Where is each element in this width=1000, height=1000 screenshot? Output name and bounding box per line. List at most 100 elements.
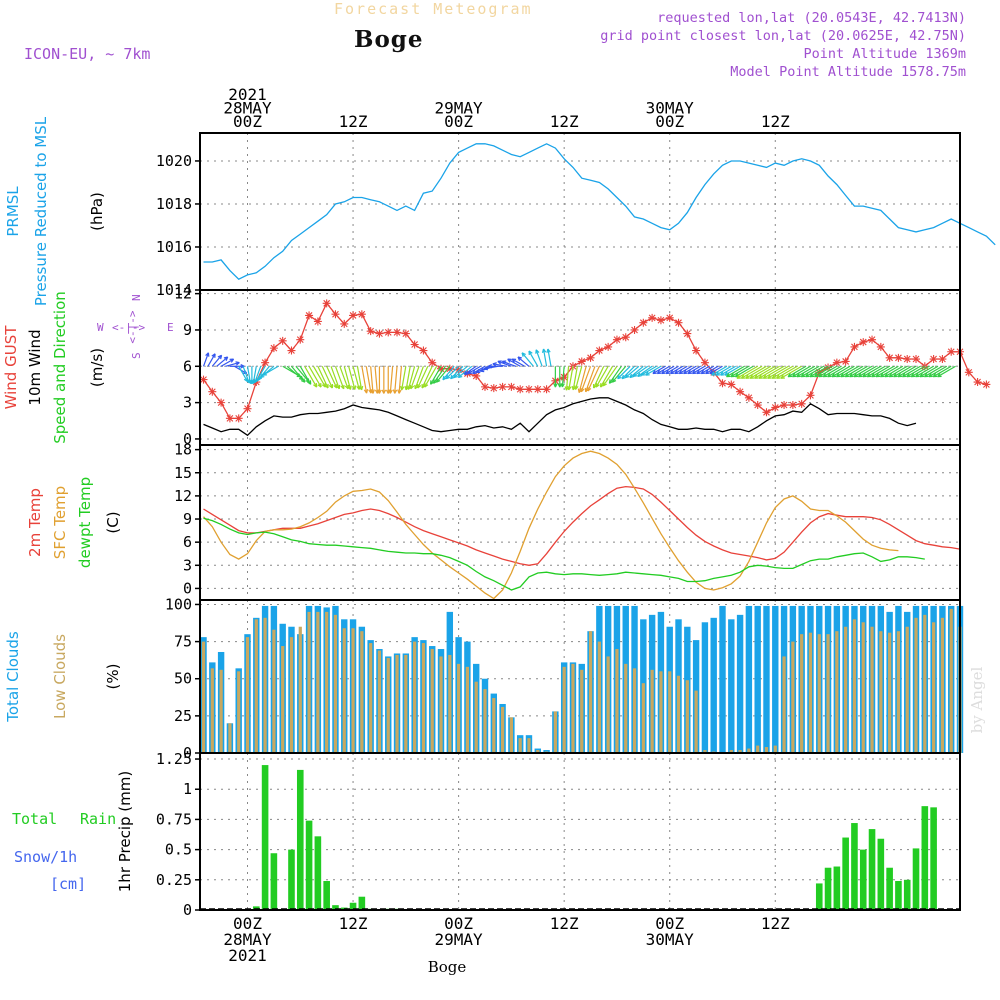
wind-arrow bbox=[220, 358, 234, 367]
wind-arrow bbox=[758, 365, 780, 379]
wind-arrow-head bbox=[822, 373, 828, 378]
wind-arrow bbox=[547, 348, 552, 367]
wind-arrow bbox=[866, 365, 886, 378]
low-clouds-bar bbox=[597, 641, 601, 753]
low-clouds-bar bbox=[896, 631, 901, 753]
low-clouds-bar bbox=[465, 666, 470, 753]
low-clouds-bar bbox=[430, 649, 434, 753]
wind-arrow-head bbox=[223, 356, 229, 361]
wind-arrow-head bbox=[871, 373, 876, 378]
wind-arrow bbox=[862, 365, 882, 378]
wind-arrow bbox=[430, 365, 442, 385]
gust-marker bbox=[876, 342, 885, 351]
requested-coords: requested lon,lat (20.0543E, 42.7413N) bbox=[657, 10, 966, 26]
gust-marker bbox=[577, 357, 586, 366]
wind-arrow-head bbox=[637, 372, 642, 377]
time-label-bottom: 00Z bbox=[233, 914, 262, 933]
wind-arrow bbox=[401, 366, 407, 391]
gust-marker bbox=[894, 353, 903, 362]
wind-arrow bbox=[304, 365, 318, 388]
wind-arrow bbox=[587, 366, 600, 392]
panel-wind: 0 3 6 9 12 Wind GUST 10m Wind Speed and Directi… bbox=[2, 285, 991, 448]
gust-marker bbox=[524, 385, 533, 394]
wind-arrow-head bbox=[720, 371, 725, 376]
low-clouds-bar bbox=[580, 669, 584, 753]
y-tick-label: 0 bbox=[183, 579, 192, 597]
low-clouds-bar bbox=[879, 631, 883, 753]
wind-arrow-head bbox=[652, 369, 657, 375]
wind-arrow bbox=[308, 365, 322, 388]
wind-arrow-head bbox=[611, 378, 617, 383]
wind-arrow bbox=[700, 365, 715, 375]
y-tick-label: 0.5 bbox=[165, 841, 192, 859]
wind-arrow-head bbox=[700, 369, 706, 375]
wind-arrow bbox=[749, 365, 772, 379]
wind-arrow bbox=[421, 366, 433, 389]
wind-arrow bbox=[762, 365, 785, 379]
wind-arrow-head bbox=[567, 385, 572, 391]
y-tick-label: 6 bbox=[183, 533, 192, 551]
low-clouds-bar bbox=[940, 617, 945, 753]
wind-arrow-head bbox=[715, 371, 721, 376]
wind-arrow bbox=[608, 365, 622, 384]
low-clouds-bar bbox=[298, 626, 302, 753]
low-clouds-bar bbox=[421, 643, 426, 753]
time-label-bottom: 29MAY bbox=[435, 930, 484, 949]
wind-arrow-head bbox=[906, 373, 911, 378]
panel-frame bbox=[199, 132, 961, 291]
wind-arrow-head bbox=[844, 373, 850, 378]
wind-arrow bbox=[937, 365, 956, 378]
wind-arrow bbox=[726, 365, 745, 378]
wind-arrow-head bbox=[475, 368, 481, 373]
time-label-top: 12Z bbox=[550, 112, 579, 131]
wind-arrow-head bbox=[919, 373, 925, 378]
wind-arrow-head bbox=[340, 384, 345, 390]
wind-arrow-head bbox=[409, 384, 415, 390]
low-clouds-bar bbox=[729, 750, 733, 753]
low-clouds-bar bbox=[782, 656, 786, 753]
wind-arrow bbox=[254, 366, 262, 384]
gust-marker bbox=[656, 316, 665, 325]
wind-arrow-head bbox=[535, 349, 540, 354]
wind-arrow bbox=[745, 365, 767, 379]
low-clouds-bar bbox=[694, 690, 698, 753]
model-altitude: Model Point Altitude 1578.75m bbox=[730, 64, 966, 80]
low-clouds-bar bbox=[588, 631, 593, 753]
gust-marker bbox=[736, 387, 745, 396]
wind-arrow bbox=[580, 366, 592, 393]
axis-label-wind: (m/s) bbox=[88, 348, 106, 387]
wind-arrow bbox=[321, 366, 333, 389]
gust-marker bbox=[718, 379, 727, 388]
rain-bar bbox=[868, 829, 876, 910]
gust-marker bbox=[586, 353, 595, 362]
wind-arrow-head bbox=[800, 373, 806, 378]
wind-arrow-head bbox=[217, 354, 223, 360]
rain-bar bbox=[877, 838, 885, 910]
low-clouds-bar bbox=[351, 628, 355, 753]
gust-marker bbox=[780, 401, 789, 410]
y-tick-label: 12 bbox=[174, 285, 192, 303]
panel-pressure: 1014 1016 1018 1020 PRMSL Pressure Reduced to… bbox=[4, 116, 996, 306]
wind-arrow-head bbox=[897, 373, 903, 378]
wind-arrow-head bbox=[424, 383, 429, 388]
wind-arrow-head bbox=[497, 360, 502, 365]
wind-arrow bbox=[720, 365, 736, 376]
wind-arrow-head bbox=[645, 371, 650, 376]
gust-marker bbox=[648, 313, 657, 322]
low-clouds-bar bbox=[500, 706, 505, 753]
wind-arrow bbox=[595, 365, 609, 388]
low-clouds-bar bbox=[439, 656, 443, 753]
gust-marker bbox=[929, 355, 938, 364]
low-clouds-bar bbox=[333, 614, 338, 753]
low-clouds-bar bbox=[703, 750, 707, 753]
wind-arrow bbox=[792, 365, 811, 378]
wind-arrow bbox=[805, 365, 824, 378]
wind-arrow bbox=[696, 365, 710, 375]
rain-bar bbox=[895, 881, 902, 910]
wind-arrow bbox=[875, 365, 895, 378]
gust-marker bbox=[788, 401, 797, 410]
y-tick-label: 1 bbox=[183, 780, 192, 798]
wind-arrow bbox=[902, 365, 921, 378]
gust-marker bbox=[217, 398, 226, 407]
wind-arrow bbox=[674, 365, 688, 375]
